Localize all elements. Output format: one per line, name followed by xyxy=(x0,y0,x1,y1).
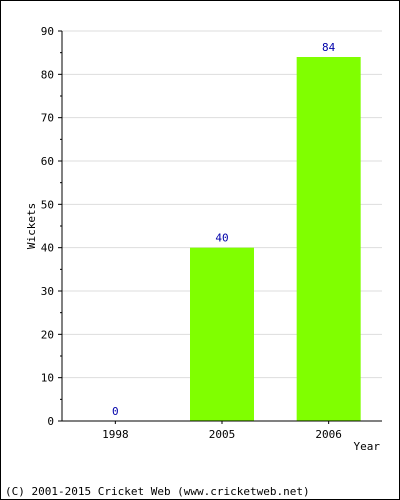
x-tick-label: 2005 xyxy=(209,428,236,441)
copyright-footer: (C) 2001-2015 Cricket Web (www.cricketwe… xyxy=(5,485,310,498)
y-tick-label: 10 xyxy=(41,372,54,385)
y-tick-label: 80 xyxy=(41,68,54,81)
gridlines xyxy=(62,30,382,379)
y-axis-title: Wickets xyxy=(25,203,38,249)
x-tick-label: 1998 xyxy=(102,428,129,441)
bar xyxy=(190,247,254,421)
x-axis-title: Year xyxy=(354,440,381,453)
bars xyxy=(190,57,361,421)
value-label: 0 xyxy=(112,405,119,418)
y-tick-label: 30 xyxy=(41,285,54,298)
value-label: 40 xyxy=(215,232,228,245)
x-tick-label: 2006 xyxy=(315,428,342,441)
y-tick-label: 20 xyxy=(41,328,54,341)
y-tick-label: 70 xyxy=(41,112,54,125)
y-tick-label: 0 xyxy=(47,415,54,428)
y-tick-label: 90 xyxy=(41,25,54,38)
y-tick-label: 60 xyxy=(41,155,54,168)
x-tick-labels: 1998 2005 2006 xyxy=(102,428,342,441)
y-tick-labels: 0 10 20 30 40 50 60 70 80 90 xyxy=(41,25,54,428)
data-labels: 0 40 84 xyxy=(112,41,336,418)
y-tick-label: 50 xyxy=(41,198,54,211)
axes xyxy=(58,30,382,424)
y-tick-label: 40 xyxy=(41,242,54,255)
value-label: 84 xyxy=(322,41,336,54)
bar xyxy=(296,57,361,421)
